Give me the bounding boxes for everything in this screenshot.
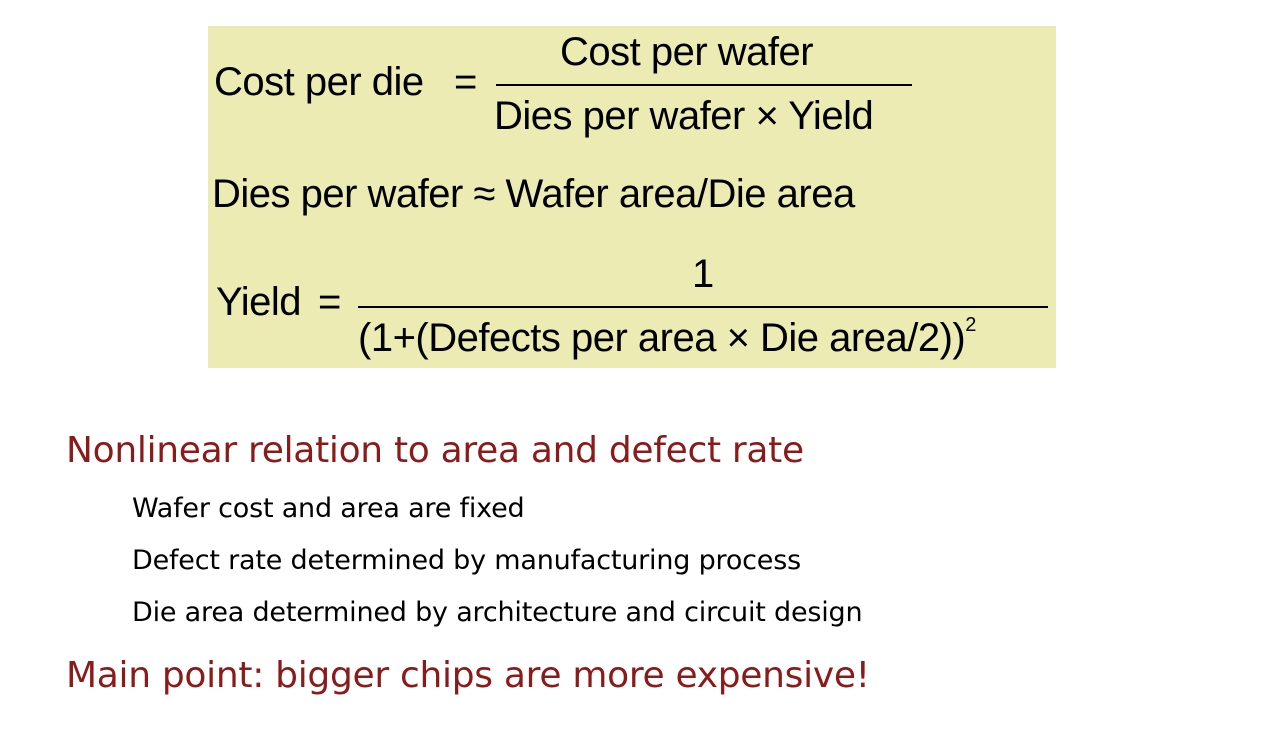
cost-per-die-lhs: Cost per die bbox=[214, 60, 424, 104]
cost-per-die-denominator: Dies per wafer × Yield bbox=[494, 94, 874, 138]
yield-fraction-bar bbox=[358, 306, 1048, 308]
yield-denominator-text: (1+(Defects per area × Die area/2)) bbox=[358, 316, 966, 360]
cost-per-die-equals: = bbox=[454, 60, 477, 104]
yield-exponent: 2 bbox=[965, 314, 976, 336]
yield-lhs: Yield bbox=[216, 280, 301, 324]
bullet-item: Defect rate determined by manufacturing … bbox=[132, 545, 801, 576]
heading-nonlinear-relation: Nonlinear relation to area and defect ra… bbox=[66, 430, 804, 471]
bullet-item: Wafer cost and area are fixed bbox=[132, 493, 525, 524]
bullet-item: Die area determined by architecture and … bbox=[132, 597, 863, 628]
heading-main-point: Main point: bigger chips are more expens… bbox=[66, 655, 870, 696]
yield-denominator: (1+(Defects per area × Die area/2))2 bbox=[358, 314, 976, 361]
yield-numerator: 1 bbox=[692, 252, 714, 296]
cost-per-die-numerator: Cost per wafer bbox=[560, 30, 814, 74]
dies-per-wafer-formula: Dies per wafer ≈ Wafer area/Die area bbox=[212, 172, 855, 216]
yield-equals: = bbox=[318, 280, 341, 324]
formula-box: Cost per die = Cost per wafer Dies per w… bbox=[208, 26, 1056, 368]
cost-per-die-fraction-bar bbox=[496, 84, 912, 86]
